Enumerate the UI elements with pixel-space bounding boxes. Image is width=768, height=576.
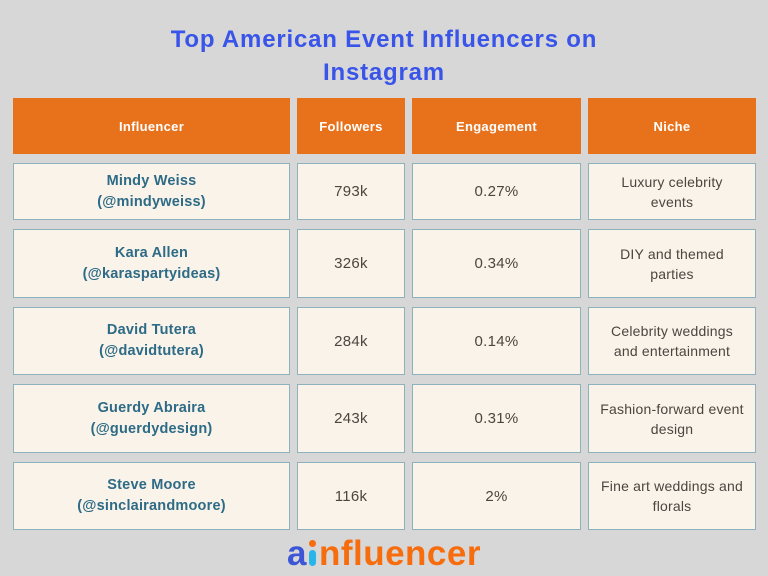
influencer-cell: David Tutera (@davidtutera) <box>13 307 290 375</box>
followers-value: 243k <box>334 410 368 427</box>
followers-value: 116k <box>334 487 368 505</box>
engagement-value: 0.31% <box>474 410 519 427</box>
engagement-cell: 0.27% <box>412 163 581 220</box>
page-title-line-1: Top American Event Influencers on <box>170 26 598 53</box>
engagement-cell: 0.31% <box>412 384 581 453</box>
followers-cell: 793k <box>297 163 405 220</box>
engagement-cell: 2% <box>412 462 581 530</box>
niche-value: Fashion-forward event design <box>600 400 744 437</box>
influencer-handle: (@mindyweiss) <box>97 193 206 210</box>
header-cell-engagement: Engagement <box>412 98 581 154</box>
influencer-name: Mindy Weiss <box>106 172 197 189</box>
influencer-handle: (@karaspartyideas) <box>82 265 221 282</box>
influencer-handle: (@davidtutera) <box>99 343 204 359</box>
logo-letter-a: a <box>286 534 307 573</box>
logo-letters-nfluencer: nfluencer <box>318 534 481 573</box>
influencer-cell: Guerdy Abraira (@guerdydesign) <box>13 384 290 453</box>
engagement-cell: 0.14% <box>412 307 581 375</box>
influencer-name: Steve Moore <box>107 477 196 493</box>
influencer-cell: Steve Moore (@sinclairandmoore) <box>13 462 290 530</box>
followers-value: 284k <box>334 332 368 350</box>
logo-i-dot-icon <box>308 540 316 547</box>
influencer-cell: Mindy Weiss (@mindyweiss) <box>13 163 290 220</box>
logo-i-stem-icon <box>308 550 316 566</box>
header-cell-niche: Niche <box>588 98 756 154</box>
engagement-value: 0.34% <box>474 255 519 272</box>
followers-cell: 326k <box>297 229 405 298</box>
influencer-name: Kara Allen <box>114 244 189 261</box>
influencer-name: Guerdy Abraira <box>97 399 206 416</box>
header-cell-influencer: Influencer <box>13 98 290 154</box>
niche-cell: Fashion-forward event design <box>588 384 756 453</box>
influencer-handle: (@guerdydesign) <box>90 420 213 437</box>
engagement-value: 0.14% <box>474 332 519 350</box>
niche-cell: Luxury celebrity events <box>588 163 756 220</box>
engagement-value: 2% <box>485 487 508 505</box>
niche-value: Celebrity weddings and entertainment <box>611 323 733 359</box>
niche-cell: DIY and themed parties <box>588 229 756 298</box>
engagement-value: 0.27% <box>474 183 519 200</box>
followers-cell: 284k <box>297 307 405 375</box>
page-title-line-2: Instagram <box>323 59 445 86</box>
followers-cell: 116k <box>297 462 405 530</box>
influencer-name: David Tutera <box>106 322 197 338</box>
logo-i-icon <box>308 540 316 566</box>
niche-cell: Celebrity weddings and entertainment <box>588 307 756 375</box>
header-cell-followers: Followers <box>297 98 405 154</box>
influencer-table: Influencer Followers Engagement Niche Mi… <box>13 98 756 530</box>
followers-cell: 243k <box>297 384 405 453</box>
niche-value: DIY and themed parties <box>620 245 724 282</box>
page-title: Top American Event Influencers on Instag… <box>0 0 768 89</box>
niche-cell: Fine art weddings and florals <box>588 462 756 530</box>
influencer-cell: Kara Allen (@karaspartyideas) <box>13 229 290 298</box>
footer: a nfluencer <box>0 535 768 573</box>
ainfluencer-logo: a nfluencer <box>287 535 481 573</box>
niche-value: Luxury celebrity events <box>621 173 723 210</box>
influencer-handle: (@sinclairandmoore) <box>77 498 226 514</box>
engagement-cell: 0.34% <box>412 229 581 298</box>
niche-value: Fine art weddings and florals <box>601 478 743 514</box>
followers-value: 326k <box>334 255 368 272</box>
followers-value: 793k <box>334 183 368 200</box>
